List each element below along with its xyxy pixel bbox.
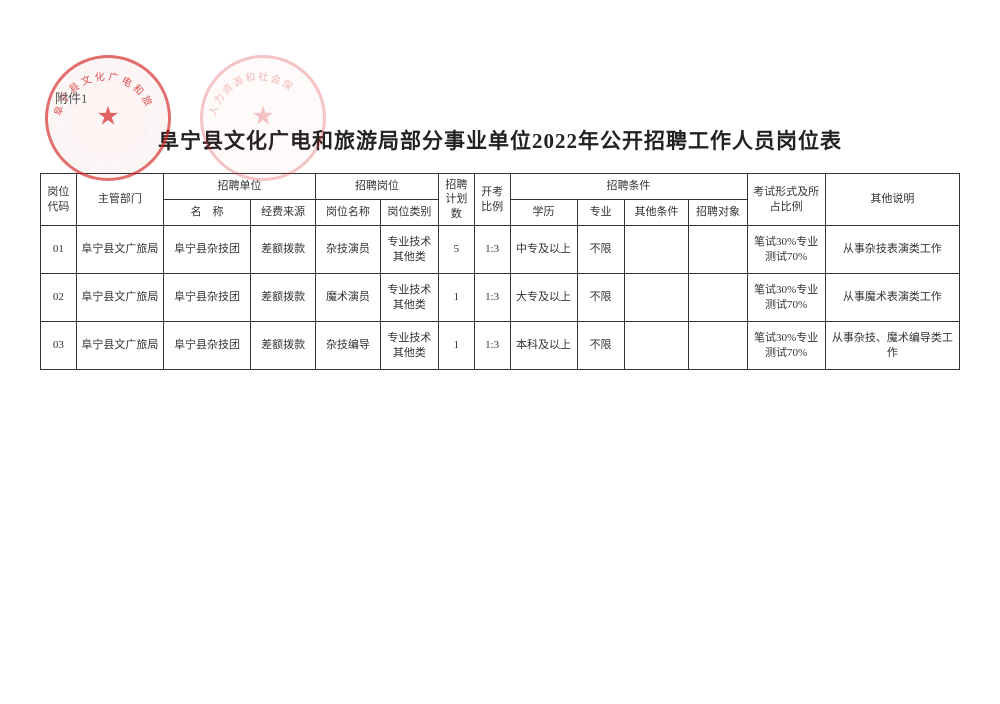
cell-ratio: 1:3 bbox=[474, 322, 510, 370]
hdr-unit-name: 名 称 bbox=[163, 200, 250, 226]
cell-target bbox=[689, 322, 747, 370]
cell-exam: 笔试30%专业测试70% bbox=[747, 274, 825, 322]
hdr-edu: 学历 bbox=[510, 200, 577, 226]
hdr-other-cond: 其他条件 bbox=[624, 200, 689, 226]
cell-post-name: 杂技演员 bbox=[316, 226, 381, 274]
hdr-post-name: 岗位名称 bbox=[316, 200, 381, 226]
cell-code: 01 bbox=[41, 226, 77, 274]
positions-table: 岗位代码 主管部门 招聘单位 招聘岗位 招聘计划数 开考比例 招聘条件 考试形式… bbox=[40, 173, 960, 370]
cell-code: 02 bbox=[41, 274, 77, 322]
cell-other-cond bbox=[624, 226, 689, 274]
hdr-ratio: 开考比例 bbox=[474, 174, 510, 226]
svg-text:人力资源和社会保: 人力资源和社会保 bbox=[207, 70, 297, 118]
cell-ratio: 1:3 bbox=[474, 274, 510, 322]
cell-unit-name: 阜宁县杂技团 bbox=[163, 226, 250, 274]
cell-major: 不限 bbox=[577, 274, 624, 322]
cell-post-type: 专业技术其他类 bbox=[380, 226, 438, 274]
hdr-major: 专业 bbox=[577, 200, 624, 226]
cell-note: 从事魔术表演类工作 bbox=[825, 274, 959, 322]
table-body: 01 阜宁县文广旅局 阜宁县杂技团 差额拨款 杂技演员 专业技术其他类 5 1:… bbox=[41, 226, 960, 370]
hdr-cond-group: 招聘条件 bbox=[510, 174, 747, 200]
cell-post-type: 专业技术其他类 bbox=[380, 322, 438, 370]
table-header: 岗位代码 主管部门 招聘单位 招聘岗位 招聘计划数 开考比例 招聘条件 考试形式… bbox=[41, 174, 960, 226]
cell-plan: 1 bbox=[438, 322, 474, 370]
cell-dept: 阜宁县文广旅局 bbox=[76, 274, 163, 322]
cell-other-cond bbox=[624, 274, 689, 322]
cell-post-name: 杂技编导 bbox=[316, 322, 381, 370]
hdr-note: 其他说明 bbox=[825, 174, 959, 226]
official-seal-2-text: 人力资源和社会保 bbox=[200, 55, 320, 175]
hdr-unit-group: 招聘单位 bbox=[163, 174, 315, 200]
hdr-post-type: 岗位类别 bbox=[380, 200, 438, 226]
cell-major: 不限 bbox=[577, 322, 624, 370]
cell-post-type: 专业技术其他类 bbox=[380, 274, 438, 322]
cell-unit-fund: 差额拨款 bbox=[251, 274, 316, 322]
cell-major: 不限 bbox=[577, 226, 624, 274]
hdr-plan: 招聘计划数 bbox=[438, 174, 474, 226]
cell-unit-fund: 差额拨款 bbox=[251, 226, 316, 274]
cell-target bbox=[689, 274, 747, 322]
hdr-dept: 主管部门 bbox=[76, 174, 163, 226]
cell-exam: 笔试30%专业测试70% bbox=[747, 226, 825, 274]
page-title: 阜宁县文化广电和旅游局部分事业单位2022年公开招聘工作人员岗位表 bbox=[40, 125, 960, 155]
official-seal-1-text: 阜宁县文化广电和旅 bbox=[45, 55, 165, 175]
cell-unit-name: 阜宁县杂技团 bbox=[163, 274, 250, 322]
official-seal-2 bbox=[200, 55, 326, 181]
cell-dept: 阜宁县文广旅局 bbox=[76, 226, 163, 274]
hdr-exam: 考试形式及所占比例 bbox=[747, 174, 825, 226]
cell-edu: 本科及以上 bbox=[510, 322, 577, 370]
cell-unit-name: 阜宁县杂技团 bbox=[163, 322, 250, 370]
cell-edu: 中专及以上 bbox=[510, 226, 577, 274]
hdr-code: 岗位代码 bbox=[41, 174, 77, 226]
cell-plan: 5 bbox=[438, 226, 474, 274]
table-row: 01 阜宁县文广旅局 阜宁县杂技团 差额拨款 杂技演员 专业技术其他类 5 1:… bbox=[41, 226, 960, 274]
cell-code: 03 bbox=[41, 322, 77, 370]
cell-other-cond bbox=[624, 322, 689, 370]
attachment-label: 附件1 bbox=[55, 88, 88, 107]
official-seal-1 bbox=[45, 55, 171, 181]
page: 阜宁县文化广电和旅 人力资源和社会保 附件1 阜宁县文化广电和旅游局部分事业单位… bbox=[0, 0, 1000, 704]
cell-exam: 笔试30%专业测试70% bbox=[747, 322, 825, 370]
table-row: 03 阜宁县文广旅局 阜宁县杂技团 差额拨款 杂技编导 专业技术其他类 1 1:… bbox=[41, 322, 960, 370]
cell-target bbox=[689, 226, 747, 274]
table-row: 02 阜宁县文广旅局 阜宁县杂技团 差额拨款 魔术演员 专业技术其他类 1 1:… bbox=[41, 274, 960, 322]
hdr-target: 招聘对象 bbox=[689, 200, 747, 226]
cell-unit-fund: 差额拨款 bbox=[251, 322, 316, 370]
cell-dept: 阜宁县文广旅局 bbox=[76, 322, 163, 370]
cell-plan: 1 bbox=[438, 274, 474, 322]
hdr-unit-fund: 经费来源 bbox=[251, 200, 316, 226]
cell-note: 从事杂技表演类工作 bbox=[825, 226, 959, 274]
hdr-post-group: 招聘岗位 bbox=[316, 174, 439, 200]
cell-ratio: 1:3 bbox=[474, 226, 510, 274]
cell-note: 从事杂技、魔术编导类工作 bbox=[825, 322, 959, 370]
cell-edu: 大专及以上 bbox=[510, 274, 577, 322]
cell-post-name: 魔术演员 bbox=[316, 274, 381, 322]
